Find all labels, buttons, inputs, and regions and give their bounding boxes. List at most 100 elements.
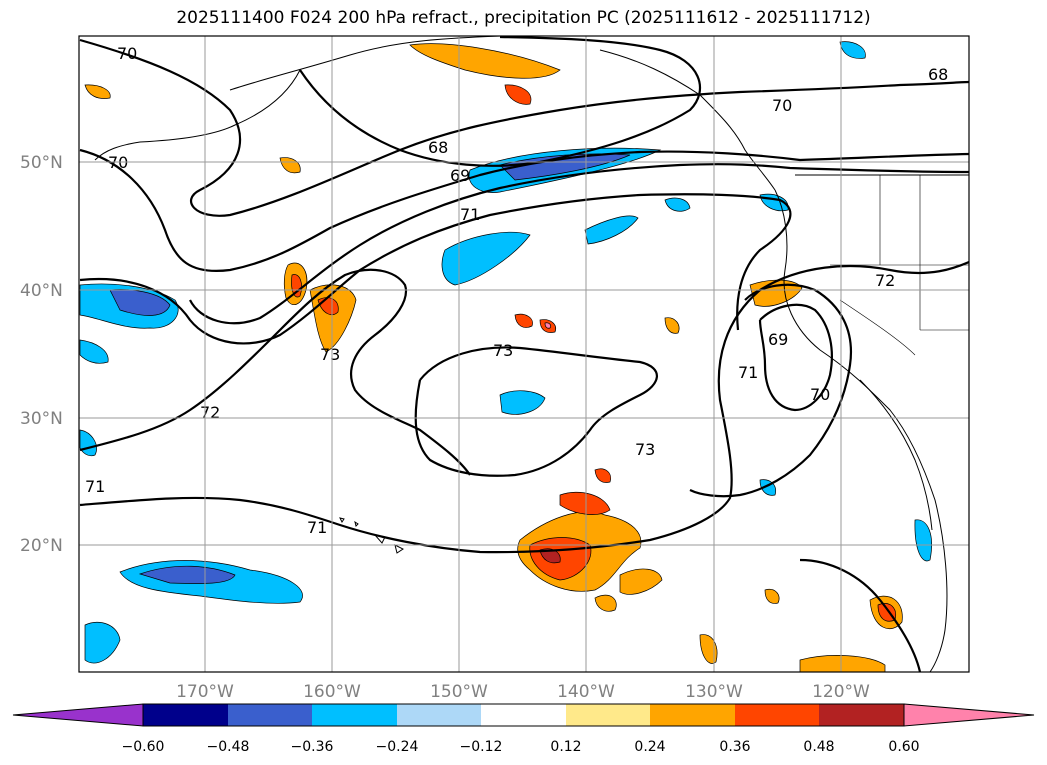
colorbar-tick-label: 0.24 xyxy=(634,739,665,755)
map-area: 70 70 68 69 71 73 72 71 73 71 73 69 70 7… xyxy=(79,36,969,672)
longitude-labels: 170°W 160°W 150°W 140°W 130°W 120°W xyxy=(176,682,870,702)
precip-patch xyxy=(84,84,111,99)
precip-patch xyxy=(409,43,561,79)
precip-patch xyxy=(544,322,551,329)
contour-label: 70 xyxy=(772,96,792,115)
precip-patch xyxy=(84,621,121,664)
alaska-coast xyxy=(94,36,501,161)
colorbar-bin xyxy=(143,704,228,726)
contour-label: 71 xyxy=(307,518,327,537)
colorbar-bin xyxy=(228,704,312,726)
colorbar-bin xyxy=(566,704,650,726)
colorbar-ticks: −0.60 −0.48 −0.36 −0.24 −0.12 0.12 0.24 … xyxy=(122,739,920,755)
colorbar-bin xyxy=(735,704,819,726)
precip-patch xyxy=(559,491,611,515)
contour-label: 73 xyxy=(635,440,655,459)
lon-label: 150°W xyxy=(430,682,488,702)
contour-label: 73 xyxy=(320,345,340,364)
precip-patch xyxy=(664,197,691,212)
colorbar-bin xyxy=(312,704,397,726)
precip-patch xyxy=(584,215,639,245)
latitude-labels: 50°N 40°N 30°N 20°N xyxy=(20,153,63,556)
contour-label: 73 xyxy=(493,341,513,360)
colorbar-bin xyxy=(650,704,735,726)
colorbar-tick-label: 0.36 xyxy=(719,739,750,755)
coastlines xyxy=(94,36,969,672)
refractivity-contours xyxy=(79,36,969,672)
contour-labels: 70 70 68 69 71 73 72 71 73 71 73 69 70 7… xyxy=(85,44,948,537)
precip-patch xyxy=(664,317,680,334)
precip-patch xyxy=(539,548,561,564)
contour-label: 69 xyxy=(768,330,788,349)
lon-label: 140°W xyxy=(557,682,615,702)
precip-patch xyxy=(279,157,301,174)
gridlines xyxy=(79,36,969,672)
colorbar-tick-label: 0.12 xyxy=(550,739,581,755)
precip-patch xyxy=(749,279,803,307)
contour-label: 68 xyxy=(428,138,448,157)
contour-label: 69 xyxy=(450,166,470,185)
lon-label: 130°W xyxy=(685,682,743,702)
contour-line xyxy=(189,163,969,325)
colorbar-frame xyxy=(142,703,905,727)
precip-patch xyxy=(594,468,611,483)
contour-line xyxy=(79,148,969,273)
precip-patch xyxy=(499,390,546,415)
colorbar-tick-label: −0.24 xyxy=(376,739,419,755)
colorbar-arrow-low xyxy=(12,703,144,727)
contour-label: 70 xyxy=(810,385,830,404)
precip-patch xyxy=(699,634,718,664)
colorbar-bin xyxy=(819,704,904,726)
precip-patch xyxy=(138,565,236,584)
colorbar-tick-label: 0.60 xyxy=(888,739,919,755)
contour-label: 71 xyxy=(738,363,758,382)
precip-patch xyxy=(594,594,617,612)
alaska-panhandle-coast xyxy=(599,49,776,191)
contour-line xyxy=(758,303,833,412)
lat-label: 30°N xyxy=(20,409,63,429)
lon-label: 170°W xyxy=(176,682,234,702)
precip-patch xyxy=(764,589,780,604)
contour-label: 72 xyxy=(875,271,895,290)
hawaii-islands xyxy=(339,517,404,554)
colorbar: −0.60 −0.48 −0.36 −0.24 −0.12 0.12 0.24 … xyxy=(12,703,1035,755)
precip-patch xyxy=(79,429,97,457)
lat-label: 40°N xyxy=(20,281,63,301)
contour-line xyxy=(79,193,792,345)
precip-patch xyxy=(441,231,531,286)
contour-label: 71 xyxy=(85,477,105,496)
lat-label: 20°N xyxy=(20,536,63,556)
lon-label: 160°W xyxy=(303,682,361,702)
colorbar-tick-label: −0.36 xyxy=(291,739,334,755)
precip-patch xyxy=(79,339,109,364)
lon-label: 120°W xyxy=(812,682,870,702)
contour-line xyxy=(79,260,969,554)
precip-patch xyxy=(499,153,631,181)
colorbar-arrow-high xyxy=(903,703,1035,727)
contour-label: 72 xyxy=(200,403,220,422)
chart-title: 2025111400 F024 200 hPa refract., precip… xyxy=(176,8,871,28)
contour-label: 70 xyxy=(117,44,137,63)
contour-label: 68 xyxy=(928,65,948,84)
colorbar-bin xyxy=(481,704,566,726)
contour-line xyxy=(414,346,658,477)
baja-coast xyxy=(859,379,933,531)
colorbar-tick-label: −0.48 xyxy=(207,739,250,755)
precip-shading xyxy=(79,41,932,672)
precip-patch xyxy=(799,655,886,672)
colorbar-tick-label: −0.60 xyxy=(122,739,165,755)
colorbar-bin xyxy=(397,704,481,726)
contour-line xyxy=(799,558,922,672)
precip-patch xyxy=(291,274,302,298)
precip-patch xyxy=(914,519,932,562)
contour-label: 71 xyxy=(460,205,480,224)
precip-patch xyxy=(619,568,663,595)
precip-patch xyxy=(504,84,532,105)
precip-patch xyxy=(839,41,866,59)
map-frame xyxy=(78,35,970,673)
contour-line xyxy=(689,283,853,498)
precip-patch xyxy=(514,313,533,328)
colorbar-tick-label: 0.48 xyxy=(803,739,834,755)
lat-label: 50°N xyxy=(20,153,63,173)
